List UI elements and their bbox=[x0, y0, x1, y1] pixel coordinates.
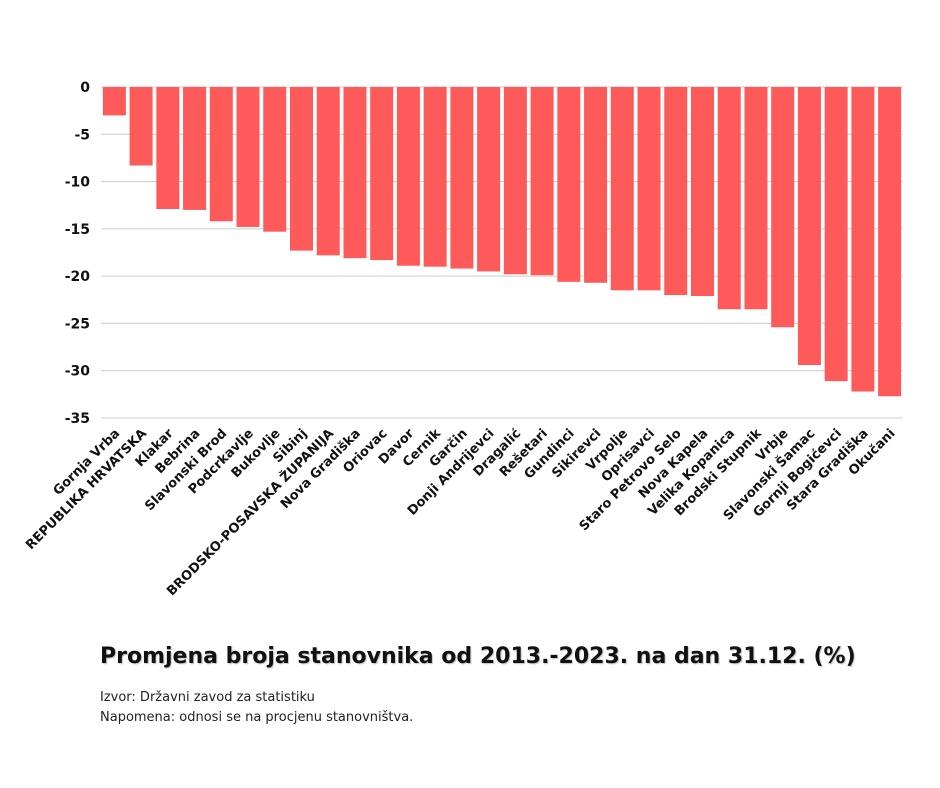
bar bbox=[370, 87, 394, 261]
bar bbox=[343, 87, 367, 259]
bar bbox=[797, 87, 821, 366]
y-tick-label: -10 bbox=[65, 175, 91, 191]
bar bbox=[263, 87, 287, 232]
bar bbox=[557, 87, 581, 282]
y-tick-label: 0 bbox=[80, 80, 90, 96]
bars bbox=[102, 87, 902, 397]
bar bbox=[290, 87, 313, 251]
bar bbox=[691, 87, 714, 297]
bar bbox=[637, 87, 661, 291]
bar bbox=[530, 87, 554, 276]
gridlines bbox=[101, 86, 903, 419]
bar bbox=[584, 87, 608, 283]
bar bbox=[183, 87, 207, 210]
remark-note: Napomena: odnosi se na procjenu stanovni… bbox=[100, 710, 414, 725]
bar bbox=[503, 87, 527, 275]
y-tick-label: -35 bbox=[65, 411, 90, 427]
bar bbox=[878, 87, 902, 397]
bar bbox=[824, 87, 848, 382]
y-tick-label: -30 bbox=[65, 364, 91, 380]
bar bbox=[156, 87, 180, 209]
x-category-label: REPUBLIKA HRVATSKA bbox=[23, 426, 150, 553]
bar bbox=[610, 87, 634, 291]
bar bbox=[102, 87, 126, 116]
bar bbox=[771, 87, 795, 328]
bar bbox=[851, 87, 875, 392]
bar bbox=[477, 87, 501, 272]
bar bbox=[396, 87, 420, 266]
source-note: Izvor: Državni zavod za statistiku bbox=[100, 690, 315, 705]
bar bbox=[744, 87, 768, 310]
y-tick-label: -25 bbox=[65, 316, 90, 332]
bar bbox=[664, 87, 688, 296]
bar bbox=[450, 87, 474, 269]
chart-title: Promjena broja stanovnika od 2013.-2023.… bbox=[100, 644, 856, 669]
bar bbox=[129, 87, 153, 166]
y-tick-label: -15 bbox=[65, 222, 90, 238]
y-tick-label: -20 bbox=[65, 269, 91, 285]
bar bbox=[423, 87, 447, 267]
bar bbox=[236, 87, 260, 227]
bar bbox=[717, 87, 741, 310]
y-axis-tick-labels: 0 -5 -10 -15 -20 -25 -30 -35 bbox=[65, 80, 91, 427]
bar bbox=[316, 87, 340, 256]
y-tick-label: -5 bbox=[74, 127, 90, 143]
bar-chart: 0 -5 -10 -15 -20 -25 -30 -35 Gornja VrbaREPUBLI… bbox=[23, 80, 903, 600]
bar bbox=[209, 87, 233, 222]
